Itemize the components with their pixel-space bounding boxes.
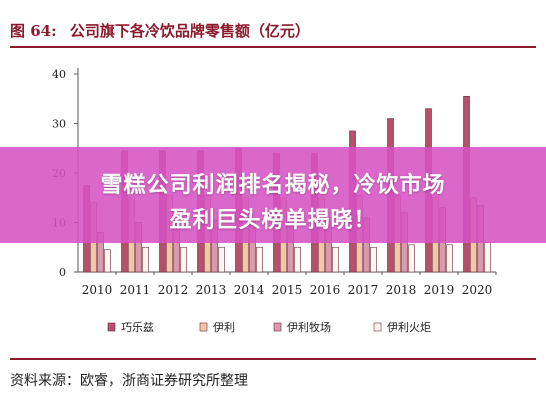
bar-4-2013	[218, 246, 225, 273]
legend-label: 伊利牧场	[287, 320, 331, 334]
y-tick-label: 0	[59, 266, 66, 279]
bar-4-2011	[142, 246, 149, 273]
bar-4-2019	[446, 244, 453, 273]
x-tick-label: 2017	[348, 283, 379, 297]
x-tick-label: 2013	[196, 283, 227, 297]
figure-title: 图 64: 公司旗下各冷饮品牌零售额（亿元）	[10, 20, 310, 41]
title-divider	[10, 46, 536, 48]
legend-label: 伊利	[213, 321, 235, 334]
x-tick-label: 2016	[310, 283, 341, 297]
source-note: 资料来源：欧睿，浙商证券研究所整理	[10, 373, 248, 389]
x-tick-label: 2012	[158, 283, 189, 297]
bar-4-2015	[294, 246, 301, 273]
legend-swatch	[107, 322, 116, 332]
bar-4-2017	[370, 246, 377, 273]
y-tick-label: 30	[52, 118, 66, 131]
x-tick-label: 2015	[272, 283, 303, 297]
legend-label: 伊利火炬	[387, 321, 431, 334]
headline-line-1: 雪糕公司利润排名揭秘，冷饮市场	[100, 173, 446, 198]
legend-swatch	[273, 322, 282, 332]
bar-4-2014	[256, 246, 263, 273]
bar-4-2018	[408, 244, 415, 273]
y-tick-label: 40	[52, 68, 66, 81]
figure-number: 图 64:	[10, 22, 57, 40]
headline-line-2: 盈利巨头榜单揭晓！	[169, 208, 377, 233]
x-tick-label: 2019	[424, 283, 455, 297]
figure-caption: 公司旗下各冷饮品牌零售额（亿元）	[69, 22, 310, 40]
bar-4-2020	[484, 242, 491, 273]
bar-4-2016	[332, 246, 339, 273]
legend-swatch	[199, 322, 208, 332]
x-tick-label: 2010	[82, 283, 113, 297]
source-divider	[10, 358, 536, 360]
legend-swatch	[373, 322, 382, 332]
x-tick-label: 2020	[462, 283, 493, 297]
x-tick-label: 2018	[386, 283, 417, 297]
legend-label: 巧乐兹	[121, 321, 154, 334]
bar-4-2012	[180, 246, 187, 273]
headline-banner: 雪糕公司利润排名揭秘，冷饮市场 盈利巨头榜单揭晓！	[0, 147, 546, 243]
bar-4-2010	[104, 249, 111, 273]
x-tick-label: 2014	[234, 283, 265, 297]
x-tick-label: 2011	[120, 283, 151, 297]
